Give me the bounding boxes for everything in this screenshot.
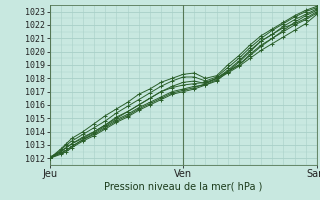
X-axis label: Pression niveau de la mer( hPa ): Pression niveau de la mer( hPa )	[104, 182, 262, 192]
